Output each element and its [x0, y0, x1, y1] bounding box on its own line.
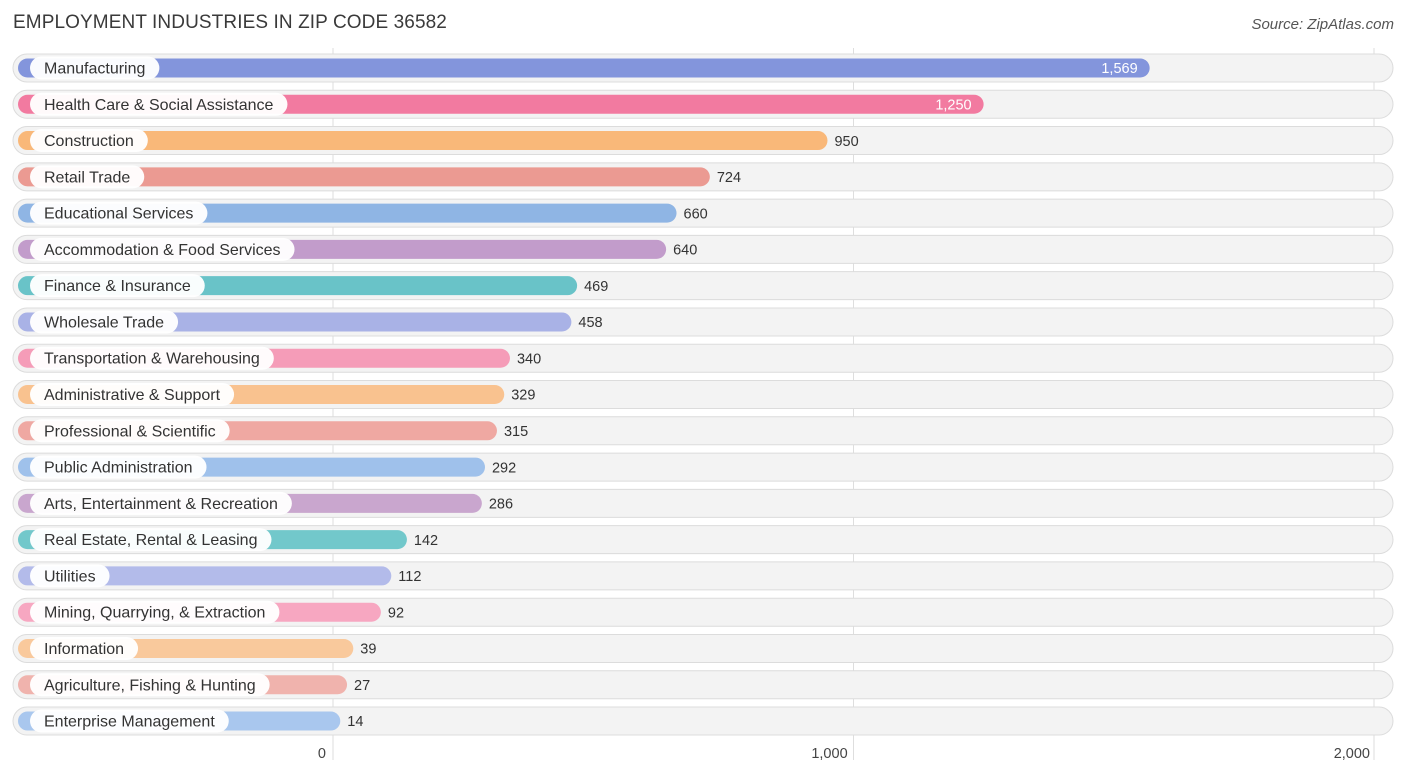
bar-label-pill: [30, 165, 145, 189]
bar-label-pill: [30, 201, 208, 225]
bar-label-pill: [30, 528, 272, 552]
bar-label: Educational Services: [44, 206, 193, 223]
bar-label: Health Care & Social Assistance: [44, 97, 274, 114]
bar-value: 286: [489, 497, 513, 513]
bar-label-pill: [30, 709, 229, 733]
bar-label: Mining, Quarrying, & Extraction: [44, 605, 265, 622]
bar-label-pill: [30, 129, 148, 153]
bar-row-15: Mining, Quarrying, & Extraction 92: [12, 597, 1394, 627]
bar: [18, 566, 392, 586]
bar-label: Construction: [44, 133, 134, 150]
bar-value: 660: [684, 206, 708, 222]
x-tick-label: 2,000: [1334, 746, 1370, 762]
bar-label: Enterprise Management: [44, 714, 215, 731]
bar-value: 1,569: [1101, 61, 1137, 77]
bar-value: 39: [360, 642, 376, 658]
bar-label: Manufacturing: [44, 61, 145, 78]
bar-row-1: Health Care & Social Assistance 1,250: [12, 89, 1394, 119]
bar-label: Administrative & Support: [44, 387, 221, 404]
bar-value: 92: [388, 605, 404, 621]
bar-track: [12, 706, 1394, 736]
bar-row-0: Manufacturing 1,569: [12, 53, 1394, 83]
chart-title: EMPLOYMENT INDUSTRIES IN ZIP CODE 36582: [13, 12, 447, 33]
bar-value: 142: [414, 533, 438, 549]
bar-value: 950: [834, 134, 858, 150]
bar-label-pill: [30, 383, 235, 407]
bar-value: 14: [347, 714, 363, 730]
bar-row-7: Wholesale Trade 458: [12, 307, 1394, 337]
bar-label-pill: [30, 419, 230, 443]
bar-label: Public Administration: [44, 460, 193, 477]
bar-row-16: Information 39: [12, 633, 1394, 663]
bar-label: Finance & Insurance: [44, 278, 191, 295]
bar-row-8: Transportation & Warehousing 340: [12, 343, 1394, 373]
bar-label: Professional & Scientific: [44, 423, 216, 440]
bar-label-pill: [30, 600, 280, 624]
bar-row-10: Professional & Scientific 315: [12, 416, 1394, 446]
bar-value: 640: [673, 243, 697, 259]
bar-label-pill: [30, 491, 292, 515]
bar-value: 1,250: [935, 97, 971, 113]
bar-row-12: Arts, Entertainment & Recreation 286: [12, 488, 1394, 518]
bar-label: Wholesale Trade: [44, 314, 164, 331]
bar-value: 112: [398, 569, 421, 585]
bar-label-pill: [30, 455, 207, 479]
bar-label-pill: [30, 56, 160, 80]
bar-track: [12, 633, 1394, 663]
x-tick-label: 0: [318, 746, 326, 762]
bar-row-4: Educational Services 660: [12, 198, 1394, 228]
bar-value: 329: [511, 388, 535, 404]
bar-value: 469: [584, 279, 608, 295]
bar-value: 292: [492, 460, 516, 476]
bar-label: Agriculture, Fishing & Hunting: [44, 677, 256, 694]
bar-row-17: Agriculture, Fishing & Hunting 27: [12, 670, 1394, 700]
chart-source: Source: ZipAtlas.com: [1251, 16, 1394, 33]
bar-label-pill: [30, 346, 274, 370]
bar-row-3: Retail Trade 724: [12, 162, 1394, 192]
bar-row-2: Construction 950: [12, 126, 1394, 156]
bar-label-pill: [30, 310, 179, 334]
bar-label: Utilities: [44, 568, 96, 585]
bar: [18, 167, 710, 187]
bar-value: 340: [517, 351, 541, 367]
bar-label-pill: [30, 673, 270, 697]
bar-label: Retail Trade: [44, 169, 130, 186]
bar-row-14: Utilities 112: [12, 561, 1394, 591]
bar: [18, 131, 828, 151]
bar-label: Information: [44, 641, 124, 658]
bar-label-pill: [30, 564, 110, 588]
bar-label-pill: [30, 237, 295, 261]
bar-row-11: Public Administration 292: [12, 452, 1394, 482]
bar-label-pill: [30, 636, 139, 660]
bar-label: Accommodation & Food Services: [44, 242, 281, 259]
bar: [18, 58, 1150, 78]
bar-row-5: Accommodation & Food Services 640: [12, 234, 1394, 264]
x-tick-label: 1,000: [811, 746, 847, 762]
bar-label-pill: [30, 274, 205, 298]
bar-row-13: Real Estate, Rental & Leasing 142: [12, 525, 1394, 555]
bar-value: 27: [354, 678, 370, 694]
x-axis-ticks: 0 1,000 2,000: [318, 746, 1370, 762]
bar-value: 315: [504, 424, 528, 440]
bar-value: 458: [578, 315, 602, 331]
bar-label-pill: [30, 92, 288, 116]
bar-row-6: Finance & Insurance 469: [12, 271, 1394, 301]
bar-value: 724: [717, 170, 741, 186]
bar-track: [12, 670, 1394, 700]
bar-label: Arts, Entertainment & Recreation: [44, 496, 278, 513]
bar-label: Transportation & Warehousing: [44, 351, 260, 368]
bar-row-9: Administrative & Support 329: [12, 380, 1394, 410]
bar-row-18: Enterprise Management 14: [12, 706, 1394, 736]
bar-label: Real Estate, Rental & Leasing: [44, 532, 257, 549]
